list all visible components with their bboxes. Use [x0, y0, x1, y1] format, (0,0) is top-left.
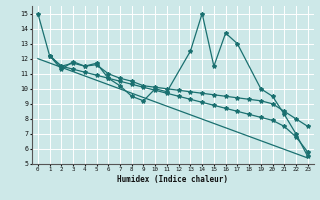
X-axis label: Humidex (Indice chaleur): Humidex (Indice chaleur) [117, 175, 228, 184]
